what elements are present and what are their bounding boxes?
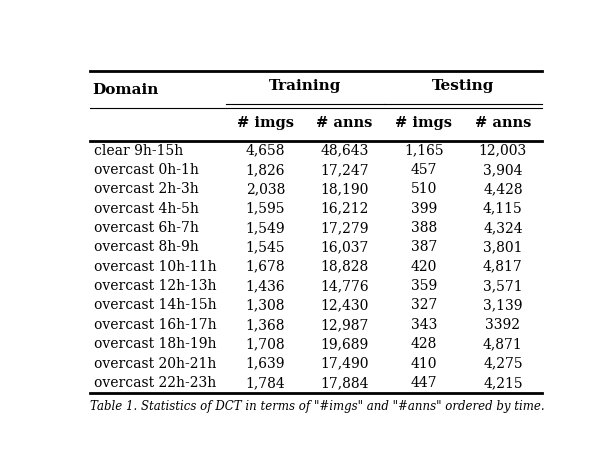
Text: 1,784: 1,784 [246,376,285,390]
Text: 1,708: 1,708 [246,337,285,351]
Text: 1,826: 1,826 [246,163,285,177]
Text: 18,828: 18,828 [320,260,368,274]
Text: 18,190: 18,190 [320,182,369,196]
Text: 428: 428 [410,337,437,351]
Text: 1,165: 1,165 [404,144,444,157]
Text: 4,871: 4,871 [483,337,523,351]
Text: 16,212: 16,212 [320,201,369,216]
Text: overcast 6h-7h: overcast 6h-7h [94,221,199,235]
Text: overcast 10h-11h: overcast 10h-11h [94,260,216,274]
Text: overcast 8h-9h: overcast 8h-9h [94,240,199,255]
Text: 3,801: 3,801 [483,240,523,255]
Text: 387: 387 [410,240,437,255]
Text: 1,308: 1,308 [246,299,285,312]
Text: 2,038: 2,038 [246,182,285,196]
Text: 1,678: 1,678 [246,260,285,274]
Text: 4,658: 4,658 [246,144,285,157]
Text: Table 1. Statistics of DCT in terms of "#imgs" and "#anns" ordered by time.: Table 1. Statistics of DCT in terms of "… [90,400,545,413]
Text: overcast 12h-13h: overcast 12h-13h [94,279,216,293]
Text: Training: Training [269,79,341,93]
Text: 457: 457 [410,163,437,177]
Text: 17,247: 17,247 [320,163,369,177]
Text: overcast 22h-23h: overcast 22h-23h [94,376,216,390]
Text: 3392: 3392 [485,318,520,332]
Text: 19,689: 19,689 [320,337,368,351]
Text: overcast 18h-19h: overcast 18h-19h [94,337,216,351]
Text: 343: 343 [410,318,437,332]
Text: 4,215: 4,215 [483,376,523,390]
Text: # anns: # anns [475,116,531,129]
Text: 17,490: 17,490 [320,356,369,371]
Text: 16,037: 16,037 [320,240,369,255]
Text: 1,368: 1,368 [246,318,285,332]
Text: Domain: Domain [92,83,159,97]
Text: clear 9h-15h: clear 9h-15h [94,144,183,157]
Text: 4,428: 4,428 [483,182,523,196]
Text: 4,817: 4,817 [483,260,523,274]
Text: 359: 359 [410,279,437,293]
Text: 388: 388 [410,221,437,235]
Text: 3,139: 3,139 [483,299,523,312]
Text: 327: 327 [410,299,437,312]
Text: 410: 410 [410,356,437,371]
Text: overcast 16h-17h: overcast 16h-17h [94,318,216,332]
Text: overcast 20h-21h: overcast 20h-21h [94,356,216,371]
Text: 12,987: 12,987 [320,318,369,332]
Text: Testing: Testing [432,79,494,93]
Text: 4,115: 4,115 [483,201,523,216]
Text: 48,643: 48,643 [320,144,369,157]
Text: overcast 14h-15h: overcast 14h-15h [94,299,216,312]
Text: overcast 2h-3h: overcast 2h-3h [94,182,199,196]
Text: 1,639: 1,639 [246,356,285,371]
Text: 510: 510 [410,182,437,196]
Text: overcast 0h-1h: overcast 0h-1h [94,163,199,177]
Text: # imgs: # imgs [237,116,294,129]
Text: 447: 447 [410,376,437,390]
Text: 1,549: 1,549 [246,221,285,235]
Text: # anns: # anns [316,116,373,129]
Text: 3,571: 3,571 [483,279,523,293]
Text: 4,275: 4,275 [483,356,523,371]
Text: overcast 4h-5h: overcast 4h-5h [94,201,199,216]
Text: 1,595: 1,595 [246,201,285,216]
Text: 12,430: 12,430 [320,299,369,312]
Text: 4,324: 4,324 [483,221,523,235]
Text: 17,884: 17,884 [320,376,369,390]
Text: 1,436: 1,436 [246,279,285,293]
Text: 420: 420 [410,260,437,274]
Text: 17,279: 17,279 [320,221,369,235]
Text: 14,776: 14,776 [320,279,369,293]
Text: # imgs: # imgs [395,116,452,129]
Text: 399: 399 [410,201,437,216]
Text: 3,904: 3,904 [483,163,523,177]
Text: 1,545: 1,545 [246,240,285,255]
Text: 12,003: 12,003 [478,144,527,157]
